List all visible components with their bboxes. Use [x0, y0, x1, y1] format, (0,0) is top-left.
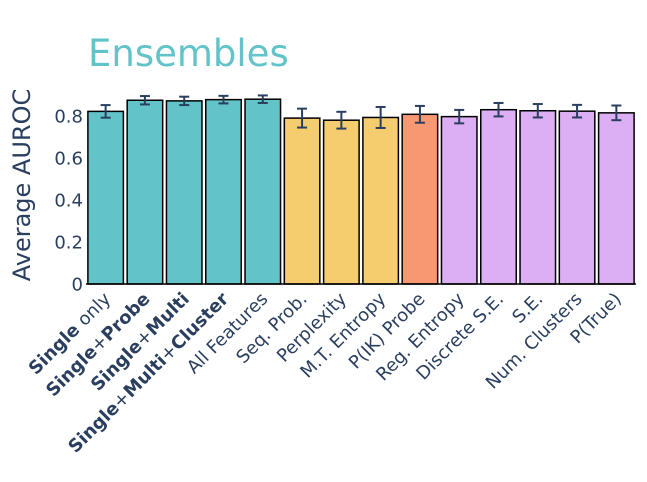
bar: [401, 113, 439, 285]
chart-title: Ensembles: [88, 32, 289, 75]
error-bar: [375, 105, 386, 129]
bar: [165, 100, 203, 285]
bar: [283, 117, 321, 285]
bar: [597, 112, 635, 285]
error-bar: [414, 104, 425, 124]
bar: [244, 98, 282, 285]
bar: [480, 108, 517, 285]
error-bar: [100, 104, 111, 119]
error-bar: [493, 101, 504, 118]
bar: [558, 110, 596, 285]
error-bar: [218, 94, 229, 105]
error-bar: [336, 110, 347, 130]
error-bar: [454, 108, 465, 125]
bars-group: [87, 98, 635, 285]
error-bars-group: [100, 94, 622, 130]
error-bar: [611, 104, 622, 122]
bar: [362, 116, 400, 285]
y-tick-label: 0.6: [54, 149, 83, 170]
y-tick-label: 0: [72, 275, 83, 296]
bar: [126, 99, 164, 285]
y-axis-ticks: 0 0.2 0.4 0.6 0.8: [54, 107, 83, 296]
error-bar: [179, 95, 190, 107]
y-axis-label: Average AUROC: [8, 89, 36, 282]
error-bar: [532, 103, 543, 119]
error-bar: [297, 107, 308, 129]
error-bar: [572, 103, 583, 119]
bar: [205, 98, 242, 285]
error-bar: [257, 94, 268, 104]
y-tick-label: 0.8: [54, 107, 83, 128]
y-tick-label: 0.2: [54, 233, 83, 254]
bar: [519, 110, 557, 285]
error-bar: [139, 95, 150, 106]
bar: [87, 110, 125, 285]
y-tick-label: 0.4: [54, 191, 83, 212]
x-axis-tick-labels: Single onlySingle+ProbeSingle+MultiSingl…: [25, 288, 626, 457]
bar: [440, 115, 478, 285]
bar: [322, 119, 360, 285]
